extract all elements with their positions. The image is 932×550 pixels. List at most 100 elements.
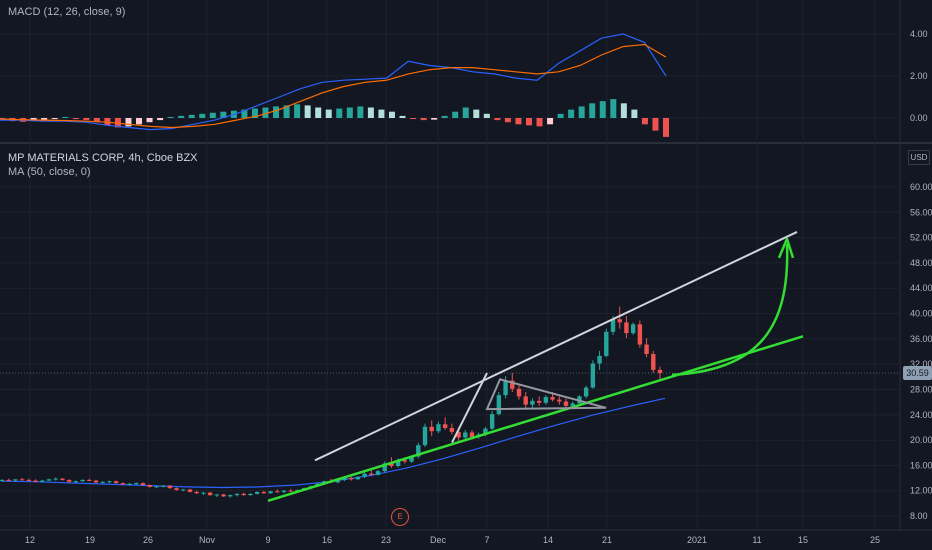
candle-body xyxy=(160,485,166,487)
candle-body xyxy=(234,493,240,496)
candle-body xyxy=(362,473,367,477)
price-tick-label: 40.00 xyxy=(910,309,932,319)
price-tick-label: 12.00 xyxy=(910,486,932,496)
candle-body xyxy=(442,424,448,429)
candle-body xyxy=(73,481,79,483)
macd-histogram-bar xyxy=(157,118,164,121)
candle-body xyxy=(375,471,381,475)
time-tick-label: 16 xyxy=(322,535,332,545)
macd-tick-label: 4.00 xyxy=(910,29,928,39)
macd-histogram-bar xyxy=(473,109,480,118)
earnings-marker[interactable]: E xyxy=(391,508,409,526)
signal-line xyxy=(0,43,667,129)
macd-histogram-bar xyxy=(378,109,385,118)
candle-body xyxy=(342,478,347,480)
macd-histogram-bar xyxy=(452,111,459,118)
candle-body xyxy=(604,331,609,356)
ma-layer xyxy=(1,397,666,489)
price-tick-label: 28.00 xyxy=(910,384,932,394)
candle-body xyxy=(113,481,119,484)
time-tick-label: 14 xyxy=(543,535,553,545)
macd-histogram-bar xyxy=(504,118,511,123)
macd-histogram-bar xyxy=(30,118,37,121)
candle-body xyxy=(624,322,629,334)
chart-title: MP MATERIALS CORP, 4h, Cboe BZX xyxy=(8,152,198,164)
macd-histogram-bar xyxy=(125,118,132,127)
candle-body xyxy=(120,483,126,485)
currency-badge[interactable]: USD xyxy=(908,150,930,165)
macd-histogram-bar xyxy=(525,118,532,126)
candle-body xyxy=(167,485,173,489)
candle-body xyxy=(241,493,246,496)
candle-body xyxy=(617,319,622,323)
candle-body xyxy=(416,445,421,457)
candle-body xyxy=(60,478,65,480)
macd-histogram-bar xyxy=(83,118,90,121)
upper-channel-line xyxy=(314,231,798,462)
macd-histogram-bar xyxy=(315,107,322,118)
candle-body xyxy=(657,369,663,374)
macd-histogram-bar xyxy=(441,115,448,118)
candle-body xyxy=(46,479,52,481)
time-tick-label: 12 xyxy=(25,535,35,545)
candle-body xyxy=(194,491,199,494)
candle-body xyxy=(402,460,408,462)
projection-arrow xyxy=(671,243,789,377)
macd-histogram-bar xyxy=(262,107,269,118)
candle-body xyxy=(483,428,488,435)
candle-body xyxy=(369,473,374,475)
candle-body xyxy=(422,426,428,446)
candle-body xyxy=(355,476,361,480)
candle-body xyxy=(275,491,280,493)
candle-body xyxy=(456,431,461,438)
macd-histogram-bar xyxy=(483,113,490,118)
candle-body xyxy=(268,491,273,494)
candle-body xyxy=(409,456,414,462)
candle-body xyxy=(510,380,515,389)
candle-body xyxy=(140,483,146,485)
time-tick-label: Dec xyxy=(430,535,447,545)
candle-body xyxy=(651,354,656,370)
price-tick-label: 20.00 xyxy=(910,435,932,445)
candle-body xyxy=(281,490,287,492)
candle-body xyxy=(395,460,401,467)
candle-body xyxy=(557,399,562,402)
time-tick-label: 15 xyxy=(798,535,808,545)
candle-body xyxy=(550,397,555,400)
macd-histogram-bar xyxy=(136,118,143,125)
time-tick-label: 26 xyxy=(143,535,153,545)
candle-body xyxy=(382,463,387,472)
macd-histogram-bar xyxy=(72,118,79,120)
macd-histogram-bar xyxy=(399,115,406,118)
macd-histogram-bar xyxy=(641,118,648,125)
candle-body xyxy=(19,479,25,481)
candle-body xyxy=(66,479,72,482)
candle-body xyxy=(644,344,649,355)
macd-histogram-bar xyxy=(578,106,585,118)
macd-legend: MACD (12, 26, close, 9) xyxy=(8,6,126,18)
price-tick-label: 8.00 xyxy=(910,511,928,521)
drawings[interactable] xyxy=(267,231,804,503)
macd-histogram-bar xyxy=(536,118,543,127)
candle-body xyxy=(53,478,58,480)
candle-body xyxy=(254,491,260,494)
macd-histogram-bar xyxy=(631,109,638,118)
candle-body xyxy=(630,324,636,334)
candle-body xyxy=(87,479,92,481)
candle-body xyxy=(570,403,575,406)
candle-body xyxy=(597,355,602,364)
macd-histogram-bar xyxy=(188,114,195,118)
candle-body xyxy=(26,479,32,481)
candle-body xyxy=(154,486,159,488)
macd-pane[interactable] xyxy=(0,33,669,137)
candle-body xyxy=(207,492,213,496)
macd-tick-label: 0.00 xyxy=(910,113,928,123)
candle-body xyxy=(80,479,85,482)
macd-histogram-bar xyxy=(93,118,100,123)
price-tick-label: 24.00 xyxy=(910,410,932,420)
candle-body xyxy=(187,489,193,492)
price-tick-label: 44.00 xyxy=(910,283,932,293)
candle-body xyxy=(221,494,226,497)
candles[interactable] xyxy=(0,306,663,498)
